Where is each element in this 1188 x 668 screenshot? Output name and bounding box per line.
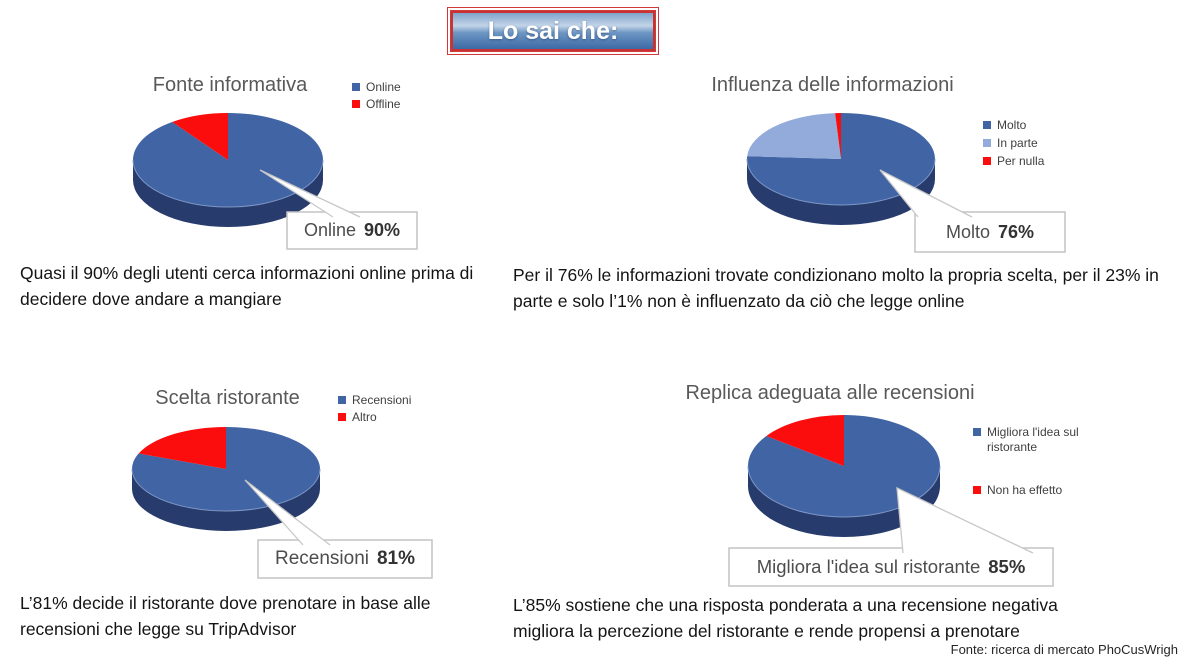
legend-color-swatch [983,121,991,129]
pie-slice-in-parte [747,113,841,159]
pie-slice-altro [138,427,226,469]
pie-chart-fonte-informativa [132,113,418,250]
pie-front-edge [747,465,941,518]
pie-side [747,159,935,225]
pie-front-edge [746,158,936,206]
chart-legend: Recensioni Altro [338,393,411,425]
title-banner: Lo sai che: [447,7,659,55]
legend-color-swatch [973,428,981,436]
callout-label: Online [303,220,356,240]
callout-box [257,539,433,579]
chart-replica-recensioni: Replica adeguata alle recensioni Miglior… [510,380,1188,655]
legend-label: Altro [352,410,377,424]
pie-chart-replica-recensioni [728,415,1054,587]
chart-influenza-informazioni: Influenza delle informazioni Molto In par… [510,70,1188,330]
pie-front-edge [132,159,324,208]
pie-side [133,160,323,227]
chart-caption: L’81% decide il ristorante dove prenotar… [20,593,431,640]
legend-label: Non ha effetto [987,483,1063,497]
legend-label: Recensioni [352,393,412,407]
callout-label: Recensioni [274,548,369,569]
chart-legend: Migliora l'idea sul ristorante Non ha eff… [973,425,1098,498]
legend-item-migliora-l-idea-sul-ristorante: Migliora l'idea sul ristorante [973,425,1098,455]
title-banner-panel: Lo sai che: [451,11,655,51]
chart-title: Influenza delle informazioni [711,74,954,96]
legend-color-swatch [338,413,346,421]
callout-text: Recensioni 81% [258,540,432,578]
pie-slice-molto [747,113,935,205]
chart-caption: Per il 76% le informazioni trovate condi… [513,265,1159,312]
callout-leader-line [244,479,331,546]
callout-value: 85% [988,556,1026,577]
pie-side [132,469,320,531]
callout-leader-line [896,486,1034,554]
pie-side [748,466,940,537]
callout-label: Migliora l'idea sul ristorante [756,556,981,577]
pie-chart-scelta-ristorante [131,427,433,579]
page-title: Lo sai che: [487,16,619,45]
legend-item-per-nulla: Per nulla [983,154,1044,169]
chart-legend: Molto In parte Per nulla [983,118,1044,169]
legend-color-swatch [983,139,991,147]
legend-item-online: Online [352,80,401,95]
legend-color-swatch [352,83,360,91]
legend-label: Migliora l'idea sul ristorante [987,425,1079,454]
pie-slice-per-nulla [835,113,841,159]
legend-color-swatch [973,486,981,494]
chart-caption: Quasi il 90% degli utenti cerca informaz… [20,263,474,310]
callout-text: Migliora l'idea sul ristorante 85% [729,548,1053,586]
legend-label: Online [366,80,401,94]
chart-title: Fonte informativa [152,74,308,96]
callout-value: 90% [364,220,401,240]
legend-item-offline: Offline [352,97,401,112]
pie-slice-non-ha-effetto [766,415,844,466]
legend-item-recensioni: Recensioni [338,393,411,408]
chart-legend: Online Offline [352,80,401,112]
callout-leader-line [879,169,973,218]
callout-box [728,547,1054,587]
chart-title: Replica adeguata alle recensioni [685,382,975,404]
callout-leader-line [259,169,361,218]
callout-box [286,211,418,250]
callout-label: Molto [945,221,990,242]
legend-item-in-parte: In parte [983,136,1044,151]
legend-item-molto: Molto [983,118,1044,133]
legend-label: In parte [997,136,1038,150]
legend-item-non-ha-effetto: Non ha effetto [973,483,1098,498]
callout-text: Molto 76% [915,212,1065,252]
callout-text: Online 90% [287,212,417,249]
legend-color-swatch [983,157,991,165]
callout-value: 76% [997,221,1035,242]
pie-front-edge [131,468,321,512]
callout-box [914,211,1066,253]
source-note: Fonte: ricerca di mercato PhoCusWrigh [950,642,1178,657]
pie-slice-offline [172,113,228,160]
legend-item-altro: Altro [338,410,411,425]
pie-chart-influenza-informazioni [746,113,1066,253]
chart-caption: L’85% sostiene che una risposta ponderat… [513,595,1058,642]
chart-fonte-informativa: Fonte informativa Online Offline Online 9… [20,70,498,330]
chart-scelta-ristorante: Scelta ristorante Recensioni Altro Recens… [20,385,498,650]
callout-value: 81% [376,548,416,569]
legend-color-swatch [352,100,360,108]
legend-label: Per nulla [997,154,1045,168]
chart-title: Scelta ristorante [155,387,300,409]
legend-color-swatch [338,396,346,404]
legend-label: Offline [366,97,401,111]
legend-label: Molto [997,118,1027,132]
